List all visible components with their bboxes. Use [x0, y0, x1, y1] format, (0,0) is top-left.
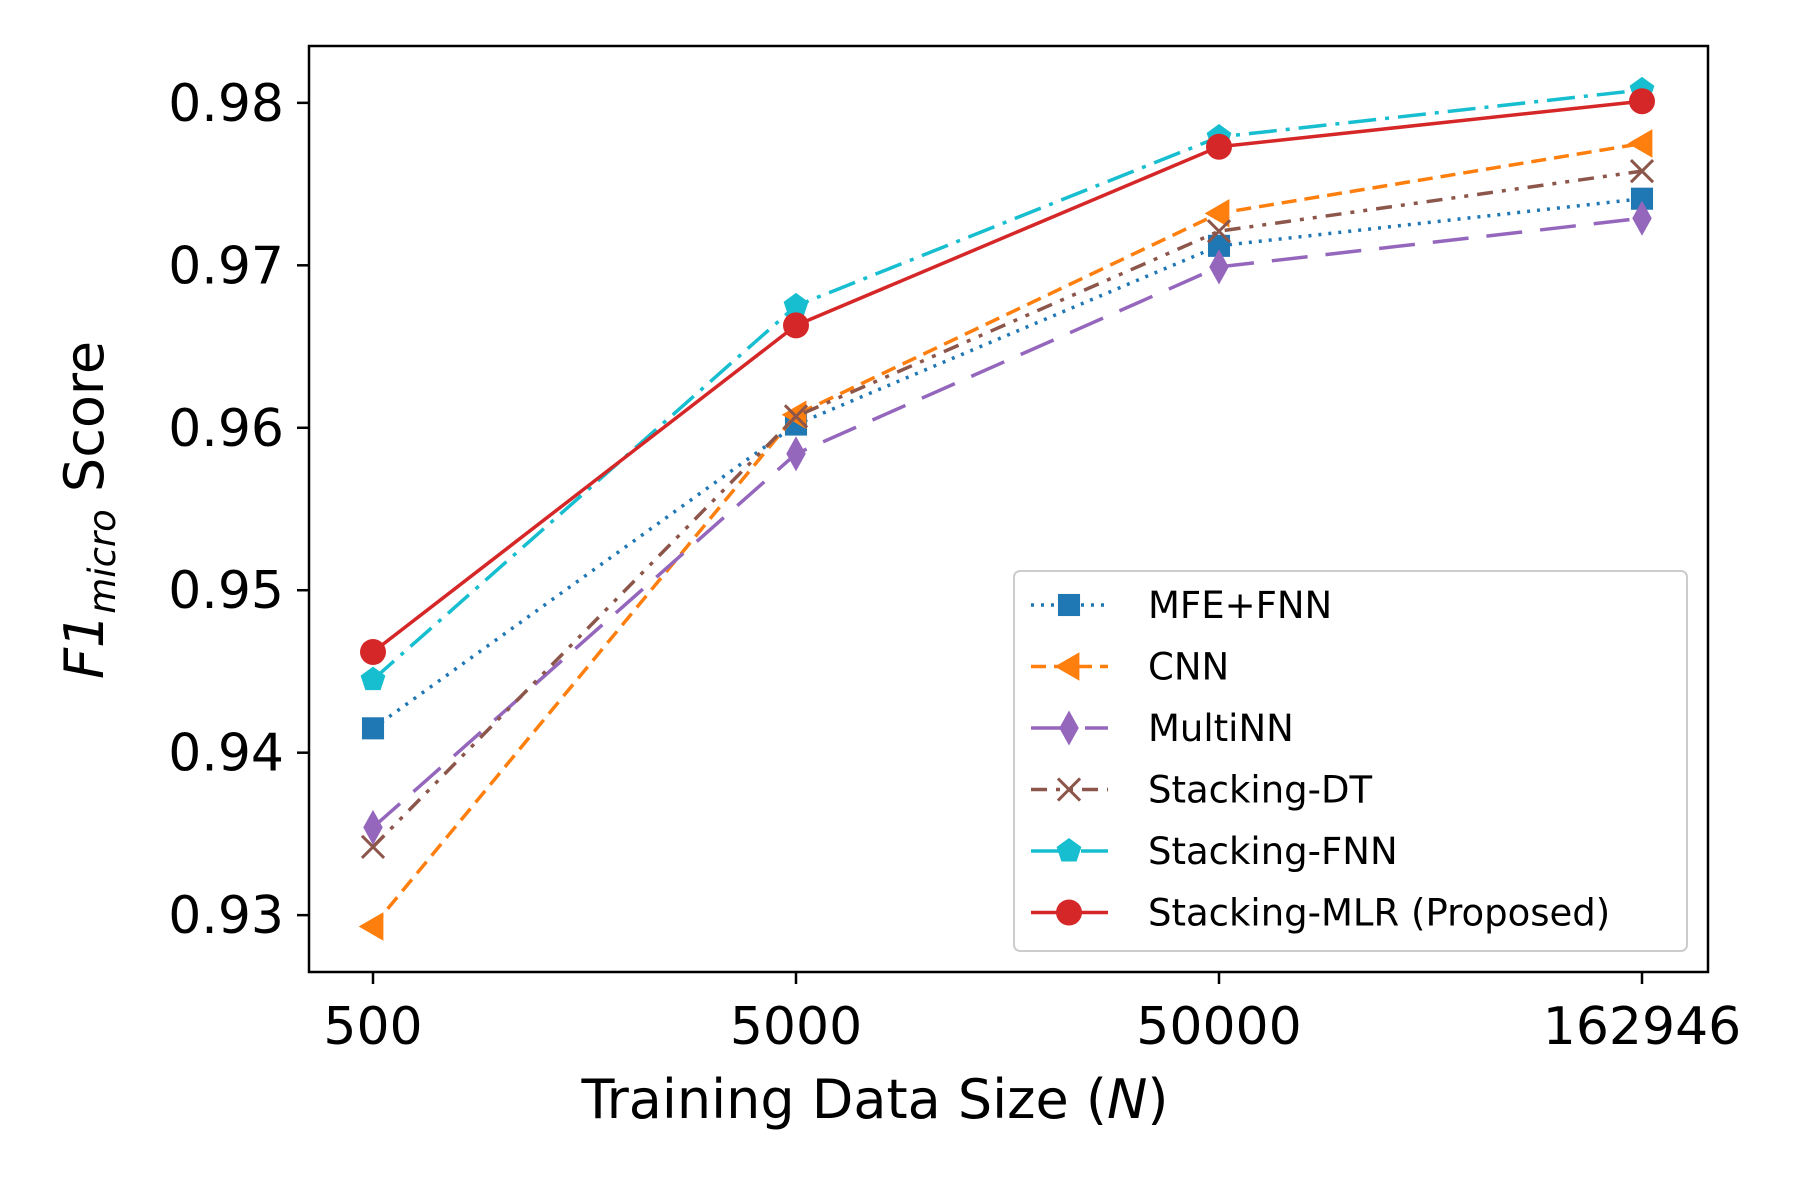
legend-item: CNN [1031, 646, 1229, 689]
marker-circle [1206, 133, 1232, 160]
legend-label: MultiNN [1148, 707, 1294, 750]
legend-label: Stacking-DT [1148, 769, 1372, 812]
x-tick-label: 50000 [1136, 997, 1301, 1057]
marker-triangle [358, 912, 384, 941]
legend-label: Stacking-MLR (Proposed) [1148, 892, 1610, 935]
y-tick-label: 0.96 [168, 399, 284, 459]
plot-frame [307, 44, 1710, 974]
y-tick-label: 0.94 [168, 724, 284, 784]
marker-triangle [1204, 199, 1230, 228]
marker-diamond [363, 809, 383, 845]
legend-item: MultiNN [1031, 707, 1294, 750]
x-axis-title-suffix: ) [1147, 1068, 1168, 1131]
marker-pentagon [783, 292, 809, 317]
marker-triangle [1054, 652, 1080, 681]
series-mfe-fnn [361, 187, 1654, 740]
legend-label: Stacking-FNN [1148, 830, 1398, 873]
x-tick-label: 500 [323, 997, 422, 1057]
x-tick-label: 5000 [730, 997, 862, 1057]
series-line [371, 169, 1643, 849]
y-tick-label: 0.95 [168, 561, 284, 621]
marker-diamond [1632, 200, 1652, 236]
legend-item: Stacking-FNN [1031, 830, 1398, 873]
legend-label: MFE+FNN [1148, 584, 1332, 627]
series-stacking-mlr-proposed [360, 88, 1655, 665]
marker-x [1629, 158, 1655, 184]
marker-circle [1629, 88, 1655, 115]
x-tick-label: 162946 [1543, 997, 1742, 1057]
marker-x [1206, 219, 1232, 244]
marker-triangle [1627, 129, 1653, 158]
series-line [371, 141, 1643, 928]
marker-x [783, 404, 809, 429]
marker-diamond [786, 436, 806, 472]
series-line [371, 99, 1643, 654]
y-axis-title-main: F1 [53, 614, 116, 679]
marker-diamond [1209, 249, 1229, 285]
legend-label: CNN [1148, 646, 1229, 689]
marker-square [361, 717, 385, 740]
legend-item: MFE+FNN [1031, 584, 1332, 627]
y-axis-title: F1micro Score [53, 341, 124, 679]
legend-item: Stacking-DT [1031, 769, 1372, 812]
marker-circle [783, 312, 809, 339]
series-line [371, 196, 1643, 730]
legend-box [1013, 570, 1688, 952]
marker-pentagon [360, 666, 386, 691]
marker-x [1056, 777, 1082, 802]
series-layer [358, 76, 1655, 941]
y-axis-title-suffix: Score [53, 341, 116, 509]
legend: MFE+FNN CNN MultiNN Stacking-DT Stacking-FNN… [1013, 570, 1688, 952]
y-axis-title-subscript: micro [81, 509, 124, 614]
series-stacking-dt [360, 158, 1655, 860]
x-axis: 500 5000 50000 162946 [323, 972, 1741, 1057]
y-tick-label: 0.93 [168, 886, 284, 946]
marker-square [1630, 187, 1654, 210]
x-axis-title-italic: N [1107, 1068, 1147, 1131]
y-tick-label: 0.98 [168, 74, 284, 134]
x-axis-title-main: Training Data Size ( [581, 1068, 1107, 1131]
marker-pentagon [1056, 838, 1082, 862]
x-axis-title: Training Data Size (N) [581, 1068, 1169, 1131]
y-axis: 0.93 0.94 0.95 0.96 0.97 0.98 [168, 74, 309, 946]
marker-square [1057, 593, 1081, 617]
marker-square [1207, 234, 1231, 257]
series-multinn [363, 200, 1652, 845]
marker-x [360, 834, 386, 860]
y-tick-label: 0.97 [168, 236, 284, 296]
marker-circle [1056, 899, 1082, 926]
legend-item: Stacking-MLR (Proposed) [1031, 892, 1610, 935]
series-line [371, 216, 1643, 829]
marker-circle [360, 638, 386, 665]
marker-diamond [1059, 710, 1079, 746]
